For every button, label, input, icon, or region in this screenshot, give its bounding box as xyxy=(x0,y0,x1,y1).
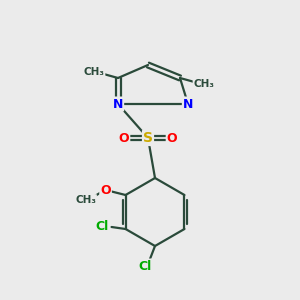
Text: CH₃: CH₃ xyxy=(194,79,214,89)
Text: O: O xyxy=(119,131,129,145)
Text: S: S xyxy=(143,131,153,145)
Text: O: O xyxy=(100,184,111,196)
Text: CH₃: CH₃ xyxy=(83,67,104,77)
Text: Cl: Cl xyxy=(138,260,152,272)
Text: N: N xyxy=(113,98,123,110)
Text: O: O xyxy=(167,131,177,145)
Text: Cl: Cl xyxy=(95,220,108,233)
Text: N: N xyxy=(183,98,193,110)
Text: CH₃: CH₃ xyxy=(75,195,96,205)
